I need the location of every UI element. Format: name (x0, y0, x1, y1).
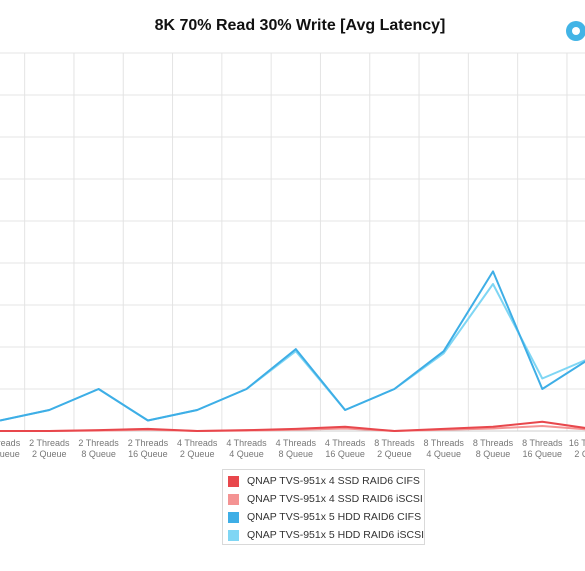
x-tick-label: 4 Queue (426, 449, 461, 459)
x-tick-label: 2 Threads (78, 438, 119, 448)
x-tick-label: 16 Queue (128, 449, 168, 459)
x-tick-label: 8 Threads (473, 438, 514, 448)
legend-item[interactable]: QNAP TVS-951x 4 SSD RAID6 CIFS (228, 472, 424, 490)
x-tick-label: 8 Threads (374, 438, 415, 448)
x-tick-label: 16 Queue (325, 449, 365, 459)
x-tick-label: 4 Threads (177, 438, 218, 448)
legend-swatch (228, 475, 239, 487)
x-tick-label: 8 Queue (279, 449, 314, 459)
x-tick-label: 16 Threads (569, 438, 585, 448)
chart-legend: QNAP TVS-951x 4 SSD RAID6 CIFS QNAP TVS-9… (222, 469, 425, 545)
settings-icon[interactable] (566, 21, 585, 41)
legend-label: QNAP TVS-951x 4 SSD RAID6 iSCSI (247, 493, 423, 505)
x-tick-label: 16 Queue (0, 449, 20, 459)
x-tick-label: 4 Threads (226, 438, 267, 448)
x-tick-label: 2 Queue (180, 449, 215, 459)
chart-title: 8K 70% Read 30% Write [Avg Latency] (154, 17, 446, 34)
x-tick-label: 8 Threads (522, 438, 563, 448)
series-line-3[interactable] (0, 270, 585, 422)
x-tick-label: 2 Queue (574, 449, 585, 459)
legend-swatch (228, 493, 239, 505)
x-tick-label: 2 Threads (29, 438, 70, 448)
legend-label: QNAP TVS-951x 4 SSD RAID6 CIFS (247, 475, 420, 487)
x-tick-label: 8 Queue (81, 449, 116, 459)
x-tick-label: 2 Queue (377, 449, 412, 459)
legend-label: QNAP TVS-951x 5 HDD RAID6 iSCSI (246, 529, 424, 541)
x-tick-label: 2 Threads (128, 438, 169, 448)
x-tick-label: 4 Threads (276, 438, 317, 448)
x-tick-label: 8 Threads (424, 438, 465, 448)
x-tick-label: 1 Threads (0, 438, 21, 448)
legend-label: QNAP TVS-951x 5 HDD RAID6 CIFS (247, 511, 422, 523)
x-tick-label: 4 Threads (325, 438, 366, 448)
legend-item[interactable]: QNAP TVS-951x 4 SSD RAID6 iSCSI (228, 490, 424, 508)
chart-series (0, 270, 585, 432)
legend-item[interactable]: QNAP TVS-951x 5 HDD RAID6 CIFS (228, 508, 424, 526)
legend-item[interactable]: QNAP TVS-951x 5 HDD RAID6 iSCSI (228, 526, 424, 544)
series-line-1[interactable] (0, 420, 585, 432)
x-tick-label: 16 Queue (523, 449, 563, 459)
x-tick-label: 2 Queue (32, 449, 67, 459)
x-tick-label: 8 Queue (476, 449, 511, 459)
x-tick-label: 4 Queue (229, 449, 264, 459)
legend-swatch (228, 511, 239, 523)
chart-grid (0, 52, 585, 432)
legend-swatch (228, 529, 239, 541)
